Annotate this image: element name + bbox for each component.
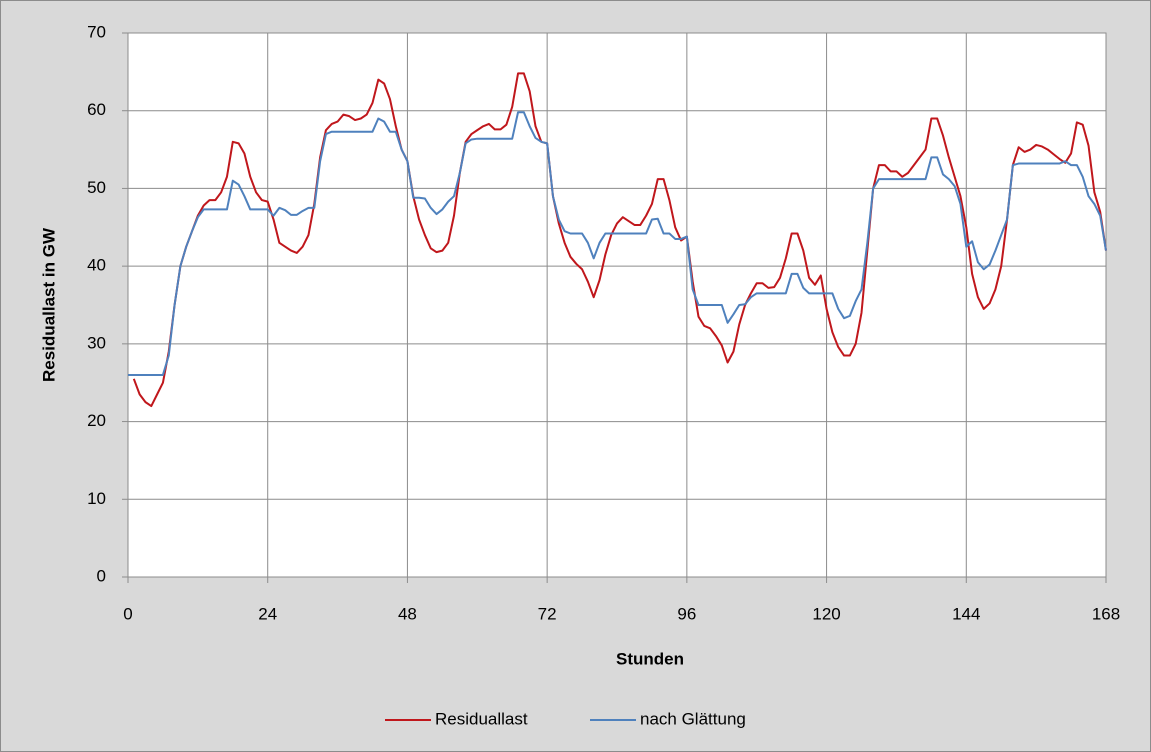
- y-tick-label: 50: [87, 178, 106, 197]
- y-axis-label: Residuallast in GW: [39, 227, 58, 382]
- x-tick-label: 120: [812, 604, 840, 623]
- x-axis-label: Stunden: [616, 649, 684, 668]
- legend-label: nach Glättung: [640, 709, 746, 728]
- x-tick-label: 48: [398, 604, 417, 623]
- series-line: [128, 111, 1107, 376]
- legend-label: Residuallast: [435, 709, 528, 728]
- y-tick-label: 10: [87, 489, 106, 508]
- x-tick-label: 0: [123, 604, 132, 623]
- y-tick-label: 20: [87, 411, 106, 430]
- x-tick-label: 24: [258, 604, 277, 623]
- y-tick-label: 60: [87, 100, 106, 119]
- plot-border: [127, 32, 1107, 578]
- x-tick-label: 168: [1092, 604, 1120, 623]
- y-tick-label: 0: [97, 566, 106, 585]
- x-tick-label: 144: [952, 604, 980, 623]
- plot-area: [128, 33, 1106, 577]
- series-line: [132, 72, 1107, 408]
- y-tick-label: 30: [87, 333, 106, 352]
- y-tick-label: 70: [87, 22, 106, 41]
- x-tick-label: 96: [677, 604, 696, 623]
- y-tick-label: 40: [87, 256, 106, 275]
- x-tick-label: 72: [538, 604, 557, 623]
